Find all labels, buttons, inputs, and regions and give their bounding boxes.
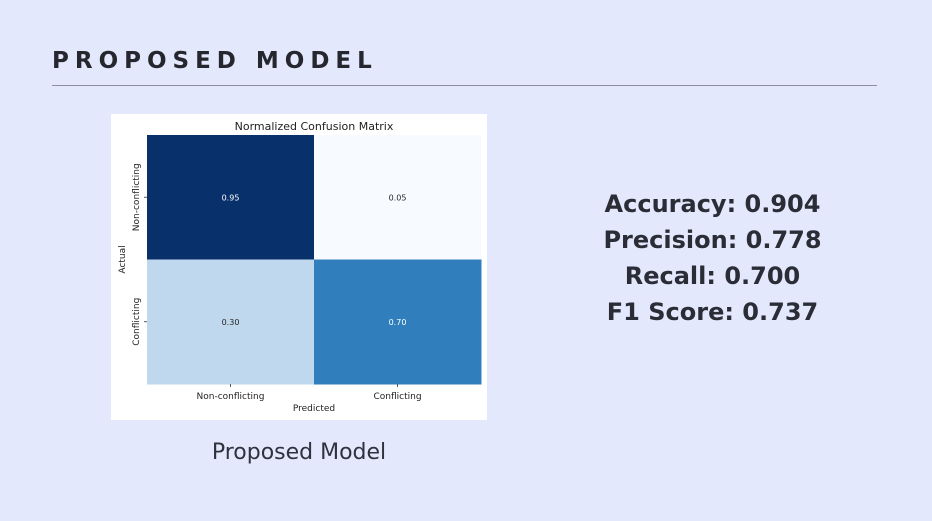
metric-f1-score: F1 Score: 0.737 [606,298,819,326]
metric-accuracy: Accuracy: 0.904 [604,190,821,218]
metric-value: 0.904 [744,190,821,218]
cell-value-label: 0.30 [222,318,240,327]
metric-value: 0.737 [742,298,819,326]
heatmap-cell [147,135,315,260]
metric-label: Accuracy [604,190,727,218]
confusion-matrix-figure: Normalized Confusion Matrix 0.95 0.05 0.30 0… [111,114,487,420]
y-tick-label: Conflicting [132,298,142,346]
slide-title: PROPOSED MODEL [52,48,378,74]
x-tick-label: Conflicting [373,392,421,402]
chart-title: Normalized Confusion Matrix [235,120,394,133]
heatmap-cell [314,259,482,385]
heatmap-cell [147,259,315,385]
cell-value-label: 0.05 [389,193,407,202]
title-divider [52,85,877,86]
metrics-panel: Accuracy: 0.904 Precision: 0.778 Recall:… [560,186,865,330]
metric-label: Recall [624,262,707,290]
metric-value: 0.700 [724,262,801,290]
cell-value-label: 0.70 [389,318,407,327]
confusion-matrix-chart: Normalized Confusion Matrix 0.95 0.05 0.30 0… [118,120,482,414]
y-tick-label: Non-conflicting [132,163,142,231]
x-axis-label: Predicted [293,404,335,414]
cell-value-label: 0.95 [222,193,240,202]
metric-label: Precision [603,226,728,254]
metric-precision: Precision: 0.778 [603,226,822,254]
figure-caption: Proposed Model [211,440,387,465]
metric-label: F1 Score [606,298,725,326]
heatmap-cell [314,135,482,260]
metric-recall: Recall: 0.700 [624,262,801,290]
metric-value: 0.778 [745,226,822,254]
y-axis-label: Actual [118,245,128,273]
x-tick-label: Non-conflicting [197,392,265,402]
